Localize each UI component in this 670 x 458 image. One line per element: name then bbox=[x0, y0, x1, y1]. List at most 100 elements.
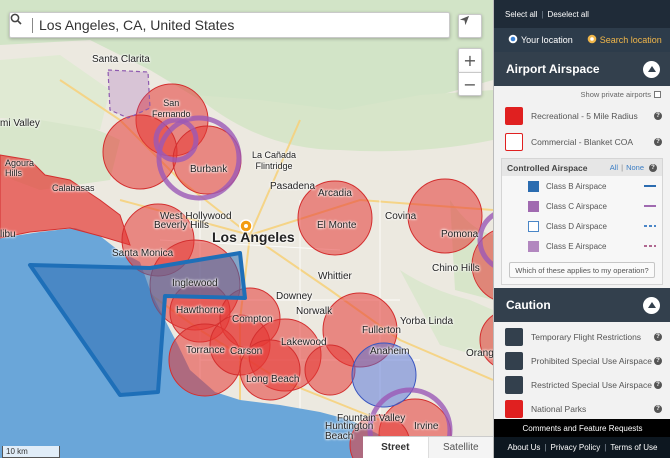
info-icon[interactable]: ? bbox=[654, 333, 662, 341]
class-e-swatch[interactable] bbox=[528, 240, 539, 252]
layer-class-d[interactable]: Class D Airspace bbox=[502, 216, 662, 236]
class-e-line-sample bbox=[644, 245, 656, 247]
location-search[interactable] bbox=[9, 12, 450, 38]
deselect-all-link[interactable]: Deselect all bbox=[547, 9, 589, 19]
class-b-label: Class B Airspace bbox=[546, 181, 607, 191]
class-c-swatch[interactable] bbox=[528, 200, 539, 212]
layer-class-e[interactable]: Class E Airspace bbox=[502, 236, 662, 256]
controlled-airspace-header: Controlled Airspace All | None ? bbox=[502, 159, 662, 176]
caution-title: Caution bbox=[506, 298, 551, 312]
national-parks-label: National Parks bbox=[531, 404, 587, 414]
airport-airspace-header[interactable]: Airport Airspace bbox=[494, 52, 670, 86]
controlled-airspace-box: Controlled Airspace All | None ? Class B… bbox=[501, 158, 663, 285]
restricted-swatch[interactable] bbox=[505, 376, 523, 394]
airport-airspace-title: Airport Airspace bbox=[506, 62, 600, 76]
info-icon[interactable]: ? bbox=[654, 357, 662, 365]
class-e-label: Class E Airspace bbox=[546, 241, 607, 251]
layer-commercial[interactable]: Commercial - Blanket COA ? bbox=[494, 130, 670, 154]
recreational-swatch[interactable] bbox=[505, 107, 523, 125]
map-label-agoura-hills: Agoura Hills bbox=[5, 158, 35, 178]
map-label-calabasas: Calabasas bbox=[52, 183, 95, 193]
info-icon[interactable]: ? bbox=[649, 163, 657, 172]
map-label-san-fernando: San Fernando bbox=[152, 98, 191, 119]
class-b-swatch[interactable] bbox=[528, 180, 539, 192]
map-label-whittier: Whittier bbox=[318, 271, 352, 282]
map-label-torrance: Torrance bbox=[186, 345, 225, 356]
selection-bar: Select all | Deselect all bbox=[494, 0, 670, 28]
layers-sidebar: Select all | Deselect all Your location … bbox=[493, 0, 670, 458]
class-c-label: Class C Airspace bbox=[546, 201, 607, 211]
collapse-up-icon[interactable] bbox=[643, 296, 660, 314]
prohibited-swatch[interactable] bbox=[505, 352, 523, 370]
info-icon[interactable]: ? bbox=[654, 112, 662, 120]
map-label-santa-clarita: Santa Clarita bbox=[92, 54, 150, 65]
map-label-covina: Covina bbox=[385, 211, 417, 222]
layer-tfr[interactable]: Temporary Flight Restrictions ? bbox=[494, 325, 670, 349]
layer-prohibited[interactable]: Prohibited Special Use Airspace ? bbox=[494, 349, 670, 373]
your-location-label: Your location bbox=[521, 35, 573, 45]
info-icon[interactable]: ? bbox=[654, 381, 662, 389]
national-parks-swatch[interactable] bbox=[505, 400, 523, 418]
map-label-west-hollywood: West Hollywood bbox=[160, 211, 232, 222]
map-label-norwalk: Norwalk bbox=[296, 306, 333, 317]
info-icon[interactable]: ? bbox=[654, 405, 662, 413]
zoom-in-button[interactable]: + bbox=[458, 48, 482, 72]
street-view-button[interactable]: Street bbox=[381, 442, 410, 453]
your-location-option[interactable]: Your location bbox=[508, 34, 573, 46]
info-icon[interactable]: ? bbox=[654, 138, 662, 146]
layer-recreational[interactable]: Recreational - 5 Mile Radius ? bbox=[494, 104, 670, 128]
prohibited-label: Prohibited Special Use Airspace bbox=[531, 356, 652, 366]
which-applies-button[interactable]: Which of these applies to my operation? bbox=[509, 262, 655, 278]
satellite-view-button[interactable]: Satellite bbox=[427, 437, 493, 458]
map-label-long-beach: Long Beach bbox=[246, 374, 300, 385]
location-mode-bar: Your location Search location bbox=[494, 28, 670, 52]
caution-header[interactable]: Caution bbox=[494, 288, 670, 322]
map-label-inglewood: Inglewood bbox=[172, 278, 218, 289]
layer-class-c[interactable]: Class C Airspace bbox=[502, 196, 662, 216]
tfr-swatch[interactable] bbox=[505, 328, 523, 346]
search-input[interactable] bbox=[39, 17, 429, 33]
locate-me-button[interactable] bbox=[458, 14, 482, 38]
class-d-label: Class D Airspace bbox=[546, 221, 607, 231]
class-b-line-sample bbox=[644, 185, 656, 187]
map-label-beverly-hills: Beverly Hills bbox=[154, 220, 210, 231]
search-location-option[interactable]: Search location bbox=[587, 34, 662, 46]
select-all-link[interactable]: Select all bbox=[505, 9, 538, 19]
map-label-burbank: Burbank bbox=[190, 164, 228, 175]
terms-link[interactable]: Terms of Use bbox=[610, 443, 658, 452]
location-radio-icon bbox=[508, 34, 518, 46]
layer-restricted[interactable]: Restricted Special Use Airspace ? bbox=[494, 373, 670, 397]
map-scale: 10 km bbox=[2, 446, 60, 458]
comments-link[interactable]: Comments and Feature Requests bbox=[494, 419, 670, 437]
map-label-la-canada: La Cañada Flintridge bbox=[252, 150, 297, 171]
map-label-fountain-valley: Fountain Valley bbox=[337, 413, 406, 424]
zoom-out-button[interactable]: − bbox=[458, 72, 482, 96]
map-canvas[interactable]: Santa Clarita San Fernando mi Valley Ago… bbox=[0, 0, 493, 458]
privacy-link[interactable]: Privacy Policy bbox=[550, 443, 601, 452]
about-link[interactable]: About Us bbox=[507, 443, 541, 452]
show-private-airports-row[interactable]: Show private airports bbox=[494, 86, 670, 102]
show-private-airports-label: Show private airports bbox=[580, 89, 651, 99]
map-label-los-angeles: Los Angeles bbox=[212, 229, 295, 245]
class-d-swatch[interactable] bbox=[528, 220, 539, 232]
show-private-airports-checkbox[interactable] bbox=[654, 90, 661, 98]
map-label-yorba-linda: Yorba Linda bbox=[400, 316, 454, 327]
controlled-airspace-title: Controlled Airspace bbox=[507, 162, 588, 173]
layer-national-parks[interactable]: National Parks ? bbox=[494, 397, 670, 421]
layer-class-b[interactable]: Class B Airspace bbox=[502, 176, 662, 196]
commercial-swatch[interactable] bbox=[505, 133, 523, 151]
collapse-up-icon[interactable] bbox=[643, 60, 660, 78]
map-label-compton: Compton bbox=[232, 314, 273, 325]
class-c-line-sample bbox=[644, 205, 656, 207]
map-label-anaheim: Anaheim bbox=[370, 346, 410, 357]
map-label-fullerton: Fullerton bbox=[362, 325, 401, 336]
footer-separator: | bbox=[604, 443, 607, 452]
recreational-label: Recreational - 5 Mile Radius bbox=[531, 111, 638, 121]
map-label-huntington-beach: Huntington Beach bbox=[325, 421, 374, 442]
controlled-all-link[interactable]: All bbox=[609, 163, 619, 172]
map-label-arcadia: Arcadia bbox=[318, 188, 352, 199]
map-label-carson: Carson bbox=[230, 346, 263, 357]
controlled-none-link[interactable]: None bbox=[626, 163, 644, 172]
search-divider bbox=[32, 17, 33, 33]
restricted-label: Restricted Special Use Airspace bbox=[531, 380, 652, 390]
